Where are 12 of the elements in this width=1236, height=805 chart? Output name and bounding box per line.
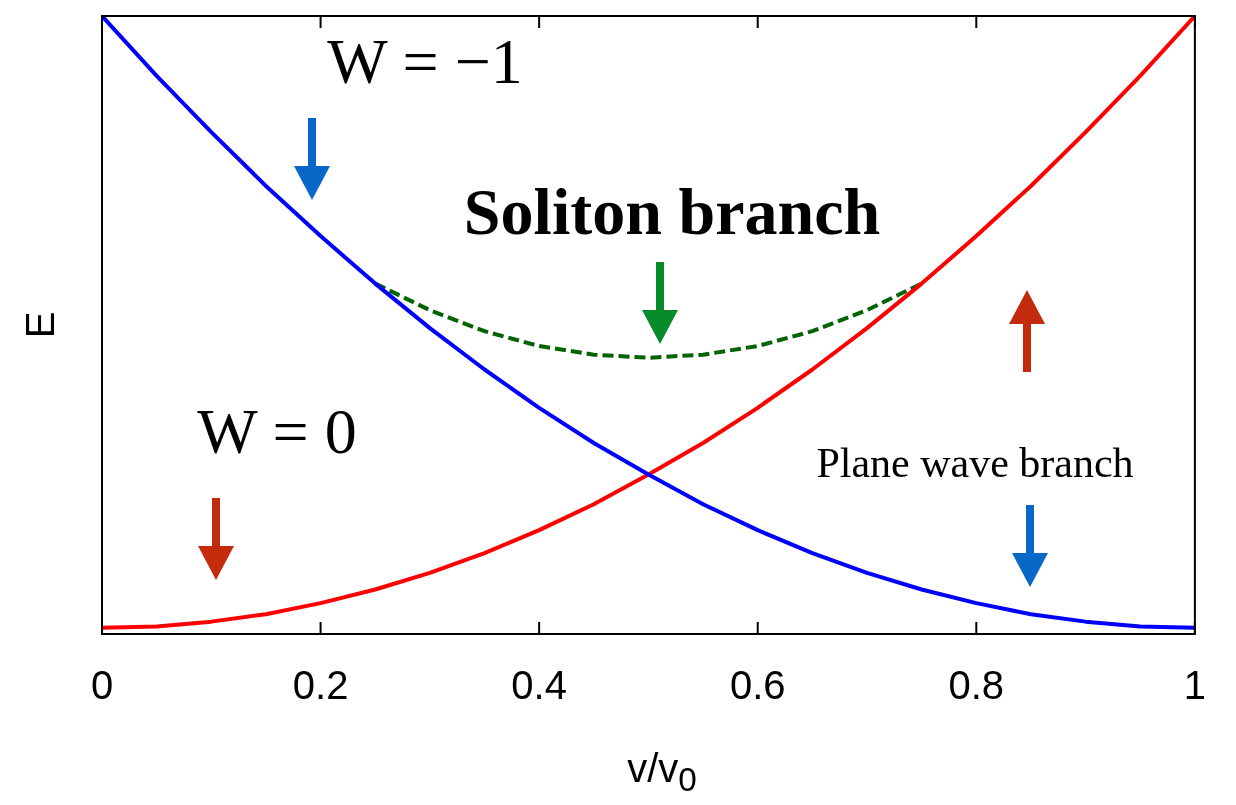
y-axis-title: E [17,311,63,339]
x-tick-label: 0.4 [511,663,567,708]
x-tick-label: 1 [1183,663,1206,708]
annotation: W = −1 [327,25,523,99]
annotation: Plane wave branch [816,439,1134,487]
annotation: Soliton branch [463,174,881,250]
x-axis-title: v/v$_{0}$ [627,745,697,799]
x-tick-label: 0.8 [948,663,1005,708]
x-tick-label: 0 [90,663,114,708]
x-tick-label: 0.6 [729,663,786,708]
annotation: W = 0 [197,395,357,469]
x-tick-label: 0.2 [292,663,349,708]
